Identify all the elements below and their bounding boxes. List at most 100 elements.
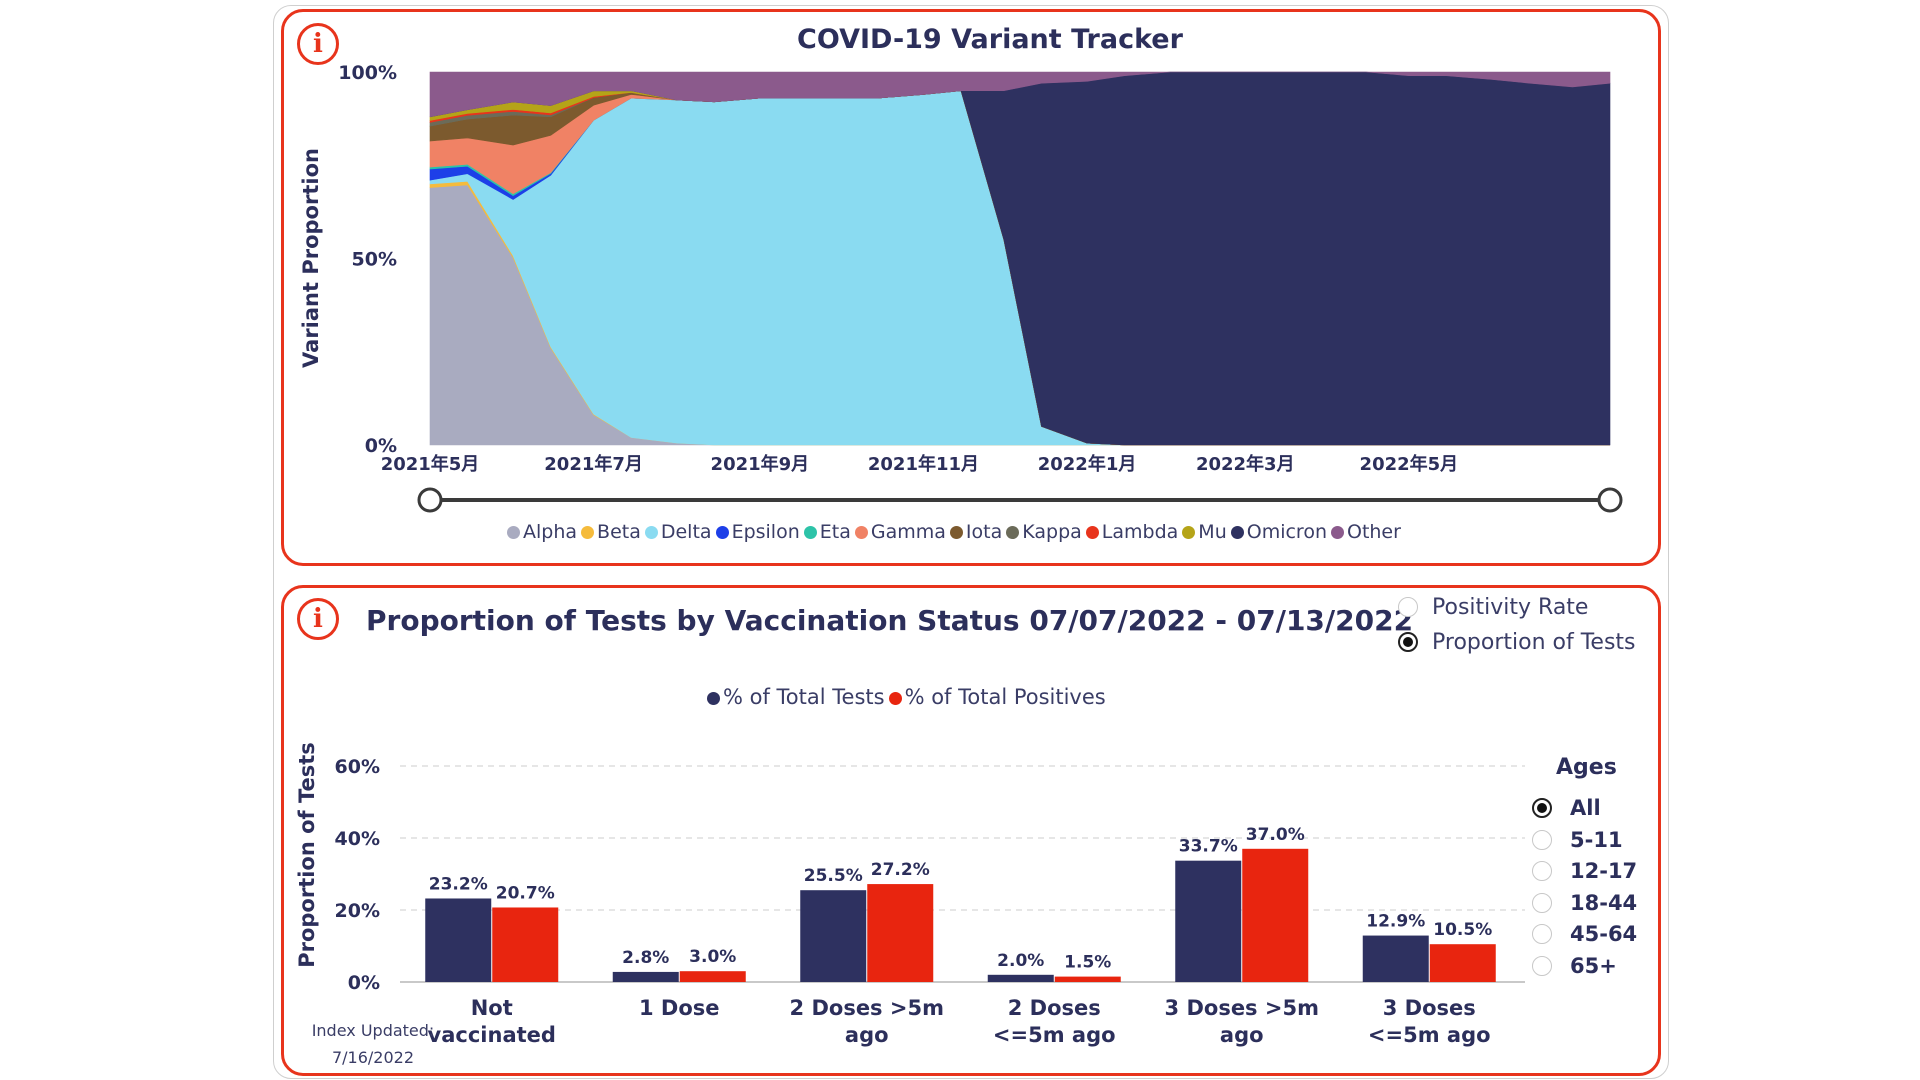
legend-dot (715, 526, 729, 539)
bar-value-label: 25.5% (804, 866, 863, 886)
legend-label: Epsilon (731, 521, 800, 543)
bar-of-total-positives[interactable] (1054, 976, 1121, 982)
bar-category-label: <=5m ago (993, 1023, 1116, 1047)
age-option-45-64[interactable]: 45-64 (1532, 922, 1637, 946)
legend-dot (1230, 526, 1244, 539)
radio-button[interactable] (1398, 597, 1418, 617)
legend-item-iota[interactable]: Iota (949, 521, 1003, 543)
legend-dot (581, 526, 595, 539)
legend-item-alpha[interactable]: Alpha (507, 521, 577, 543)
info-icon[interactable]: i (297, 23, 339, 65)
legend-label: Mu (1198, 521, 1227, 543)
legend-label: Alpha (523, 521, 578, 543)
legend-item-delta[interactable]: Delta (644, 521, 712, 543)
bar-category-label: 1 Dose (639, 996, 720, 1020)
variant-area-chart: 0% 50% 100% 2021年5月 2021年7月 2021年9月 2021年11月 20… (299, 62, 1611, 475)
bar-of-total-positives[interactable] (492, 907, 559, 982)
bar-y-tick-label: 60% (335, 756, 380, 778)
area-series-other (429, 71, 1611, 118)
metric-option-label: Proportion of Tests (1432, 630, 1636, 655)
legend-label: Gamma (870, 521, 946, 543)
legend-item-lambda[interactable]: Lambda (1085, 521, 1179, 543)
bar-of-total-positives[interactable] (1429, 944, 1496, 982)
legend-item-epsilon[interactable]: Epsilon (715, 521, 800, 543)
age-option-label: 45-64 (1570, 922, 1638, 946)
bar-of-total-positives[interactable] (679, 971, 746, 982)
legend-label: Eta (819, 521, 851, 543)
legend-item-kappa[interactable]: Kappa (1006, 521, 1082, 543)
radio-button[interactable] (1532, 924, 1552, 944)
legend-item-omicron[interactable]: Omicron (1230, 521, 1327, 543)
area-x-tick-label: 2021年11月 (868, 453, 979, 475)
ages-title: Ages (1556, 755, 1617, 780)
age-option-label: All (1570, 796, 1601, 820)
bar-value-label: 27.2% (871, 860, 930, 880)
tests-panel (281, 585, 1661, 1076)
legend-dot (949, 526, 963, 539)
bar-of-total-positives[interactable] (867, 884, 934, 982)
radio-button[interactable] (1532, 861, 1552, 881)
legend-item-beta[interactable]: Beta (581, 521, 641, 543)
bar-of-total-tests[interactable] (987, 974, 1054, 982)
area-y-axis-label: Variant Proportion (299, 148, 323, 368)
radio-button-selected[interactable] (1532, 798, 1552, 818)
age-option-all[interactable]: All (1532, 796, 1601, 820)
bar-value-label: 3.0% (689, 947, 736, 967)
area-x-tick-label: 2021年9月 (711, 453, 810, 475)
legend-label: % of Total Positives (904, 685, 1106, 709)
radio-button[interactable] (1532, 955, 1552, 976)
slider-handle-end[interactable] (1597, 487, 1623, 513)
tests-panel-title: Proportion of Tests by Vaccination Statu… (366, 604, 1414, 637)
legend-item-of-total-tests[interactable]: % of Total Tests (707, 685, 885, 709)
radio-button-selected[interactable] (1398, 632, 1418, 652)
radio-button[interactable] (1532, 892, 1552, 913)
area-y-tick-label: 0% (365, 435, 397, 457)
age-option-5-11[interactable]: 5-11 (1532, 828, 1623, 852)
bar-of-total-tests[interactable] (612, 971, 679, 982)
age-option-18-44[interactable]: 18-44 (1532, 891, 1637, 915)
age-option-label: 12-17 (1570, 859, 1638, 883)
bar-value-label: 2.0% (997, 951, 1044, 971)
legend-label: Lambda (1101, 521, 1179, 543)
legend-item-mu[interactable]: Mu (1182, 521, 1227, 543)
bar-value-label: 10.5% (1433, 920, 1492, 940)
bar-of-total-positives[interactable] (1242, 848, 1309, 982)
legend-label: Delta (660, 521, 712, 543)
metric-option-proportion-of-tests[interactable]: Proportion of Tests (1398, 630, 1636, 655)
radio-button[interactable] (1532, 829, 1552, 850)
legend-item-other[interactable]: Other (1330, 521, 1401, 543)
metric-option-label: Positivity Rate (1432, 595, 1589, 620)
info-icon[interactable]: i (297, 598, 339, 640)
age-option-65[interactable]: 65+ (1532, 954, 1617, 978)
bar-category-label: vaccinated (428, 1023, 556, 1047)
index-updated-label: Index Updated: (311, 1021, 435, 1040)
bar-of-total-tests[interactable] (1362, 935, 1429, 982)
legend-item-eta[interactable]: Eta (803, 521, 851, 543)
area-x-tick-label: 2021年5月 (381, 453, 480, 475)
legend-dot (1006, 526, 1020, 539)
slider-handle-start[interactable] (417, 487, 443, 513)
area-x-tick-label: 2022年3月 (1196, 453, 1295, 475)
bar-y-tick-label: 40% (335, 828, 380, 850)
legend-item-of-total-positives[interactable]: % of Total Positives (888, 685, 1106, 709)
tests-legend: % of Total Tests % of Total Positives (705, 685, 1108, 709)
bar-of-total-tests[interactable] (425, 898, 492, 982)
bar-value-label: 1.5% (1064, 953, 1111, 973)
bar-of-total-tests[interactable] (1175, 860, 1242, 982)
bar-category-label: <=5m ago (1368, 1023, 1491, 1047)
area-y-tick-label: 100% (338, 62, 397, 84)
metric-option-positivity-rate[interactable]: Positivity Rate (1398, 595, 1588, 620)
bar-y-tick-label: 0% (348, 972, 380, 994)
bar-category-label: Not (471, 996, 513, 1020)
age-option-label: 65+ (1570, 953, 1617, 978)
bar-value-label: 23.2% (429, 874, 488, 894)
date-range-slider[interactable] (0, 0, 1920, 540)
legend-label: % of Total Tests (723, 685, 885, 709)
legend-item-gamma[interactable]: Gamma (854, 521, 946, 543)
bar-value-label: 33.7% (1179, 837, 1238, 857)
area-y-tick-label: 50% (352, 249, 397, 271)
age-option-12-17[interactable]: 12-17 (1532, 859, 1637, 883)
legend-label: Other (1346, 521, 1401, 543)
bar-of-total-tests[interactable] (800, 890, 867, 982)
legend-label: Iota (965, 521, 1003, 543)
